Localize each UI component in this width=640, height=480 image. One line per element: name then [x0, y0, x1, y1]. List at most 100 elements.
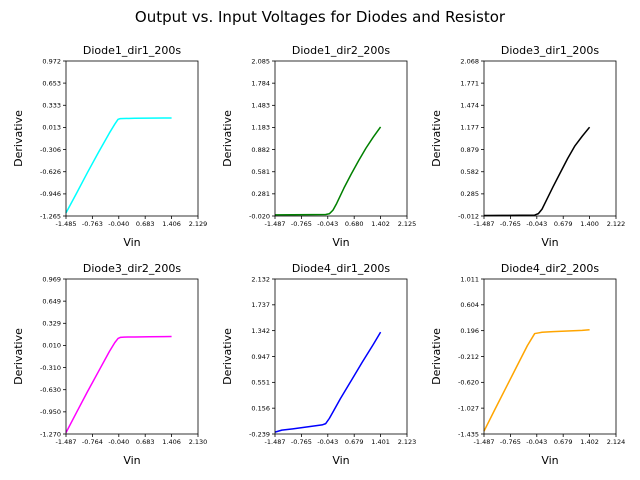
subplot-grid: -1.485 -0.763 -0.040 0.683 1.406 2.129 -1.265 -…	[12, 44, 625, 467]
x-tick-label: 2.125	[398, 220, 417, 228]
x-tick-label: -0.765	[291, 220, 312, 228]
y-tick-label: 0.333	[42, 102, 61, 110]
x-tick-label: -1.485	[56, 220, 77, 228]
y-tick-label: -1.270	[40, 430, 61, 438]
x-tick-label: 1.401	[371, 438, 390, 446]
y-tick-label: 1.177	[460, 124, 479, 132]
x-tick-label: -0.764	[82, 438, 103, 446]
subplot-title: Diode4_dir1_200s	[292, 262, 391, 275]
subplot-2: -1.487 -0.765 -0.043 0.680 1.402 2.125 -0.020 0…	[221, 44, 416, 249]
y-tick-label: -1.265	[40, 212, 61, 220]
x-tick-label: -1.487	[265, 438, 286, 446]
x-tick-label: 2.123	[398, 438, 417, 446]
axes-frame	[483, 60, 617, 217]
y-axis-label: Derivative	[430, 110, 443, 167]
y-tick-label: 0.972	[42, 57, 61, 65]
y-tick-label: -0.239	[249, 430, 270, 438]
x-tick-label: 1.406	[162, 220, 181, 228]
y-tick-label: -0.630	[40, 386, 61, 394]
y-tick-label: 0.604	[460, 301, 479, 309]
x-tick-label: -0.765	[500, 220, 521, 228]
y-tick-label: -0.012	[458, 212, 479, 220]
y-tick-label: 1.342	[251, 327, 270, 335]
y-tick-label: 0.156	[251, 404, 270, 412]
y-tick-label: 1.183	[251, 124, 270, 132]
y-tick-label: 0.010	[42, 342, 61, 350]
subplot-4: -1.487 -0.764 -0.040 0.683 1.406 2.130 -1.270 -…	[12, 262, 207, 467]
y-tick-label: -1.027	[458, 404, 479, 412]
subplot-title: Diode3_dir2_200s	[83, 262, 182, 275]
y-tick-label: 1.474	[460, 102, 479, 110]
y-tick-label: -0.946	[40, 190, 61, 198]
x-tick-label: 1.402	[580, 438, 599, 446]
x-tick-label: 2.130	[189, 438, 208, 446]
x-tick-label: 0.679	[554, 438, 573, 446]
x-axis-label: Vin	[332, 236, 349, 249]
y-tick-label: -0.950	[40, 408, 61, 416]
subplot-title: Diode1_dir2_200s	[292, 44, 391, 57]
x-axis-label: Vin	[541, 236, 558, 249]
y-tick-label: 2.068	[460, 57, 479, 65]
x-tick-label: -0.040	[108, 438, 129, 446]
y-tick-label: -0.020	[249, 212, 270, 220]
y-tick-label: 1.784	[251, 79, 270, 87]
x-tick-label: 2.129	[189, 220, 208, 228]
x-tick-label: 0.683	[136, 438, 155, 446]
x-tick-label: -1.487	[474, 438, 495, 446]
axes-frame	[65, 60, 199, 217]
y-tick-label: -1.435	[458, 430, 479, 438]
y-tick-label: 1.771	[460, 79, 479, 87]
x-tick-label: 2.122	[607, 220, 626, 228]
figure-title: Output vs. Input Voltages for Diodes and…	[135, 8, 506, 26]
x-tick-label: -0.043	[526, 438, 547, 446]
axes-frame	[65, 278, 199, 435]
y-tick-label: -0.212	[458, 353, 479, 361]
y-tick-label: 1.737	[251, 301, 270, 309]
subplot-6: -1.487 -0.765 -0.043 0.679 1.402 2.124 -1.435 -…	[430, 262, 625, 467]
subplot-5: -1.487 -0.765 -0.043 0.679 1.401 2.123 -0.239 0…	[221, 262, 416, 467]
y-axis-label: Derivative	[430, 328, 443, 385]
y-tick-label: 1.011	[460, 275, 479, 283]
series-line-1	[65, 117, 172, 214]
y-axis-label: Derivative	[12, 328, 25, 385]
x-tick-label: -0.043	[526, 220, 547, 228]
x-tick-label: -0.765	[500, 438, 521, 446]
y-tick-label: 0.582	[460, 168, 479, 176]
y-tick-label: 0.196	[460, 327, 479, 335]
y-axis-label: Derivative	[221, 328, 234, 385]
x-tick-label: 1.406	[162, 438, 181, 446]
y-tick-label: 0.879	[460, 146, 479, 154]
series-line-1	[483, 329, 590, 432]
x-axis-label: Vin	[123, 454, 140, 467]
subplot-title: Diode4_dir2_200s	[501, 262, 600, 275]
y-tick-label: 2.085	[251, 57, 270, 65]
x-tick-label: -0.043	[317, 220, 338, 228]
y-tick-label: 0.653	[42, 79, 61, 87]
x-tick-label: -1.487	[265, 220, 286, 228]
x-axis-label: Vin	[332, 454, 349, 467]
x-tick-label: 1.402	[371, 220, 390, 228]
y-tick-label: 0.551	[251, 379, 270, 387]
series-line-1	[274, 126, 382, 216]
x-tick-label: 2.124	[607, 438, 626, 446]
x-tick-label: -0.763	[82, 220, 103, 228]
axes-frame	[274, 60, 408, 217]
x-tick-label: -0.043	[317, 438, 338, 446]
y-axis-label: Derivative	[12, 110, 25, 167]
x-tick-label: -1.487	[474, 220, 495, 228]
x-tick-label: 0.679	[554, 220, 573, 228]
x-tick-label: -1.487	[56, 438, 77, 446]
subplot-title: Diode3_dir1_200s	[501, 44, 600, 57]
y-tick-label: 0.013	[42, 124, 61, 132]
y-tick-label: 0.329	[42, 320, 61, 328]
y-tick-label: -0.626	[40, 168, 61, 176]
series-line-1	[483, 126, 591, 217]
subplot-1: -1.485 -0.763 -0.040 0.683 1.406 2.129 -1.265 -…	[12, 44, 207, 249]
y-tick-label: 2.132	[251, 275, 270, 283]
x-axis-label: Vin	[541, 454, 558, 467]
y-tick-label: 0.285	[460, 190, 479, 198]
subplot-3: -1.487 -0.765 -0.043 0.679 1.400 2.122 -0.012 0…	[430, 44, 625, 249]
y-tick-label: 0.281	[251, 190, 270, 198]
